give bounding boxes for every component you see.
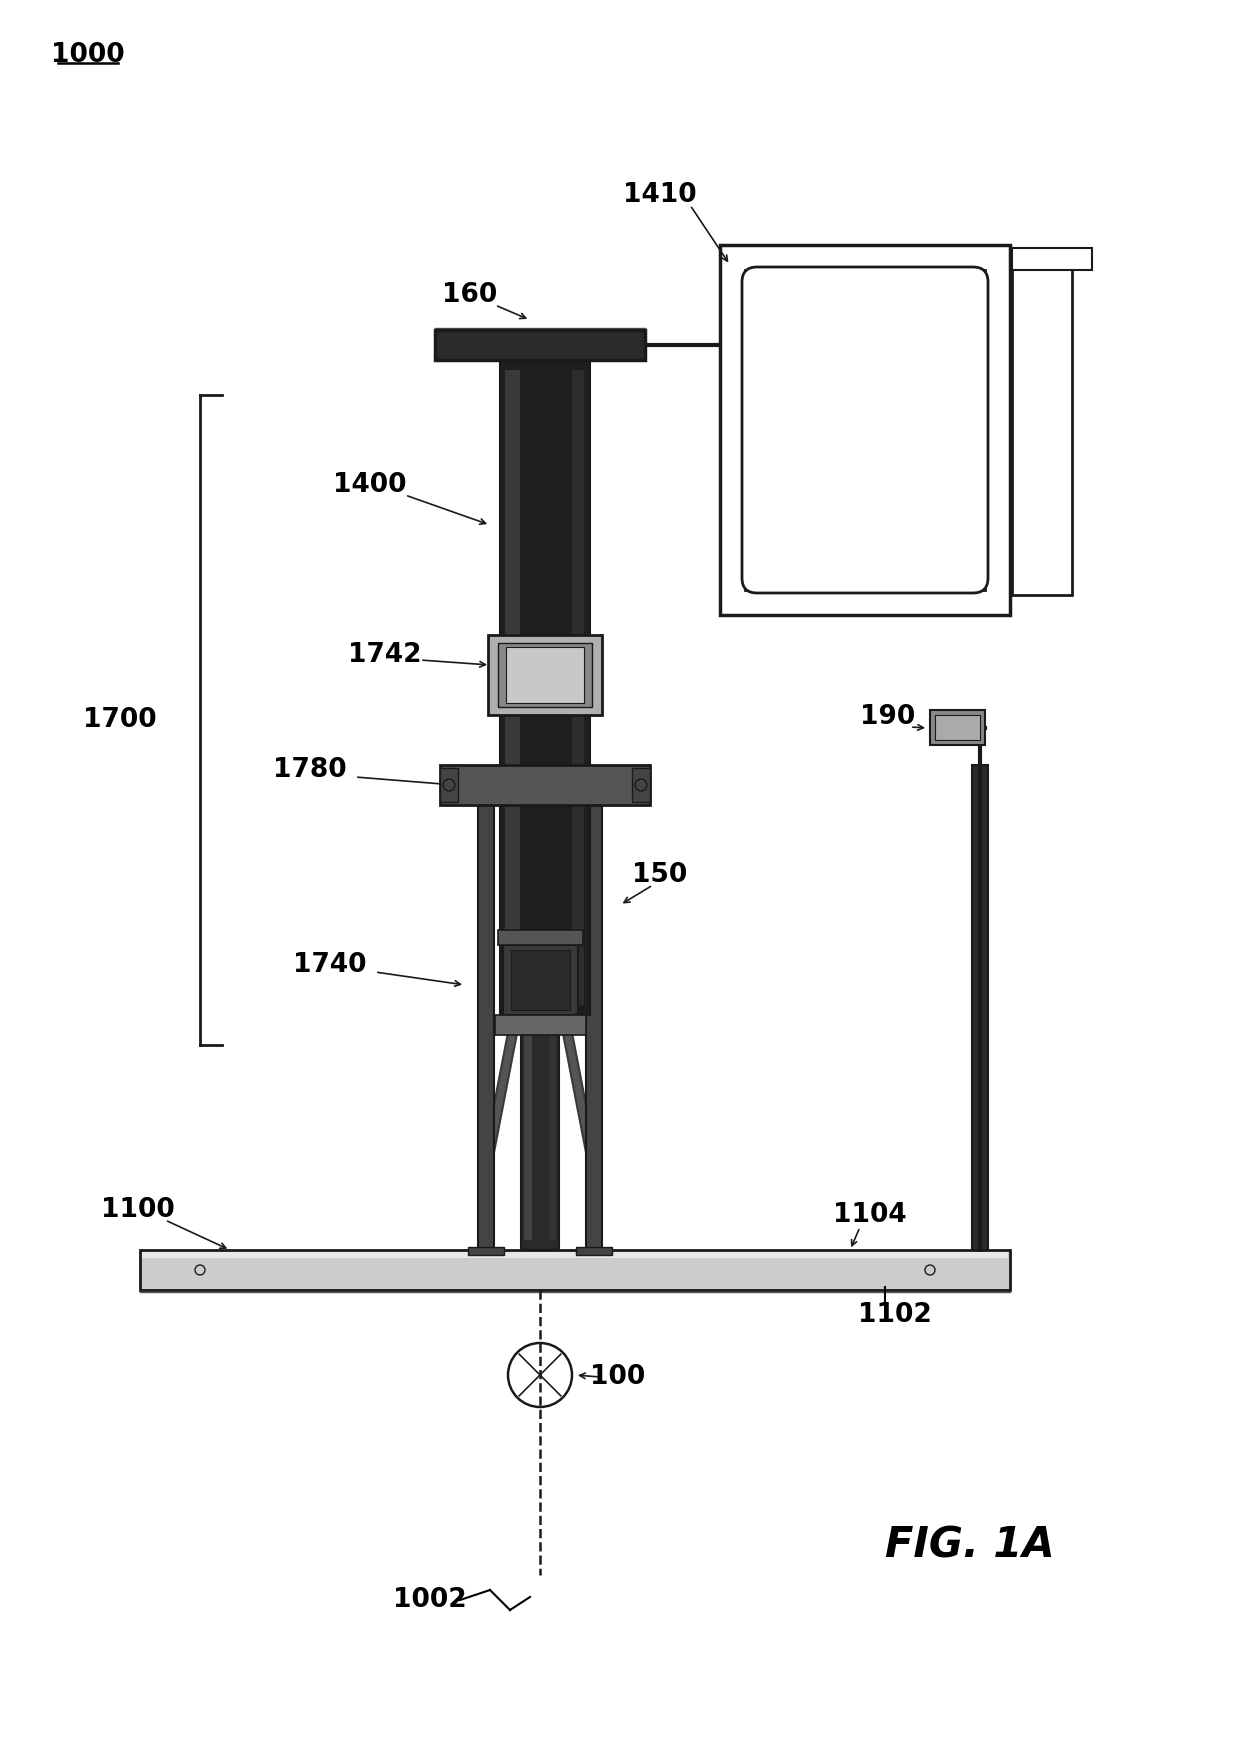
Bar xyxy=(525,365,532,1241)
Text: 1102: 1102 xyxy=(858,1302,932,1328)
Bar xyxy=(720,244,1011,614)
Bar xyxy=(577,1248,613,1255)
Bar xyxy=(972,764,988,1249)
Bar xyxy=(500,359,590,1016)
Text: 1740: 1740 xyxy=(293,953,367,977)
Bar xyxy=(467,1248,503,1255)
Bar xyxy=(511,949,570,1010)
Text: 1410: 1410 xyxy=(624,181,697,208)
FancyBboxPatch shape xyxy=(742,267,988,593)
Text: 160: 160 xyxy=(443,283,497,309)
Bar xyxy=(143,1251,1008,1258)
Bar xyxy=(440,768,458,803)
Bar xyxy=(521,354,559,1249)
Bar xyxy=(489,635,601,715)
Bar xyxy=(498,642,591,707)
Text: 1104: 1104 xyxy=(833,1202,906,1228)
Bar xyxy=(632,768,650,803)
Text: 1002: 1002 xyxy=(393,1586,466,1612)
Text: 1400: 1400 xyxy=(334,471,407,497)
Bar xyxy=(495,1016,587,1035)
Bar xyxy=(498,930,583,946)
Text: 1780: 1780 xyxy=(273,757,347,784)
Bar xyxy=(935,715,980,740)
Bar xyxy=(572,370,584,1005)
Text: 1000: 1000 xyxy=(51,42,125,68)
Bar xyxy=(477,804,494,1249)
Bar xyxy=(930,710,985,745)
Text: 190: 190 xyxy=(861,703,915,729)
Text: 1700: 1700 xyxy=(83,707,156,733)
Bar xyxy=(505,370,520,1005)
Bar xyxy=(549,365,556,1241)
Text: 100: 100 xyxy=(590,1365,646,1391)
Bar xyxy=(1012,255,1073,595)
Bar xyxy=(1012,248,1092,270)
Text: 1100: 1100 xyxy=(102,1197,175,1223)
Bar xyxy=(503,946,578,1016)
Bar xyxy=(435,330,645,359)
Bar xyxy=(506,647,584,703)
Text: 1742: 1742 xyxy=(348,642,422,668)
Bar xyxy=(745,270,985,590)
Bar xyxy=(587,804,601,1249)
Bar xyxy=(440,764,650,804)
Text: FIG. 1A: FIG. 1A xyxy=(885,1523,1055,1565)
Text: 150: 150 xyxy=(632,862,688,888)
Bar xyxy=(140,1249,1011,1290)
